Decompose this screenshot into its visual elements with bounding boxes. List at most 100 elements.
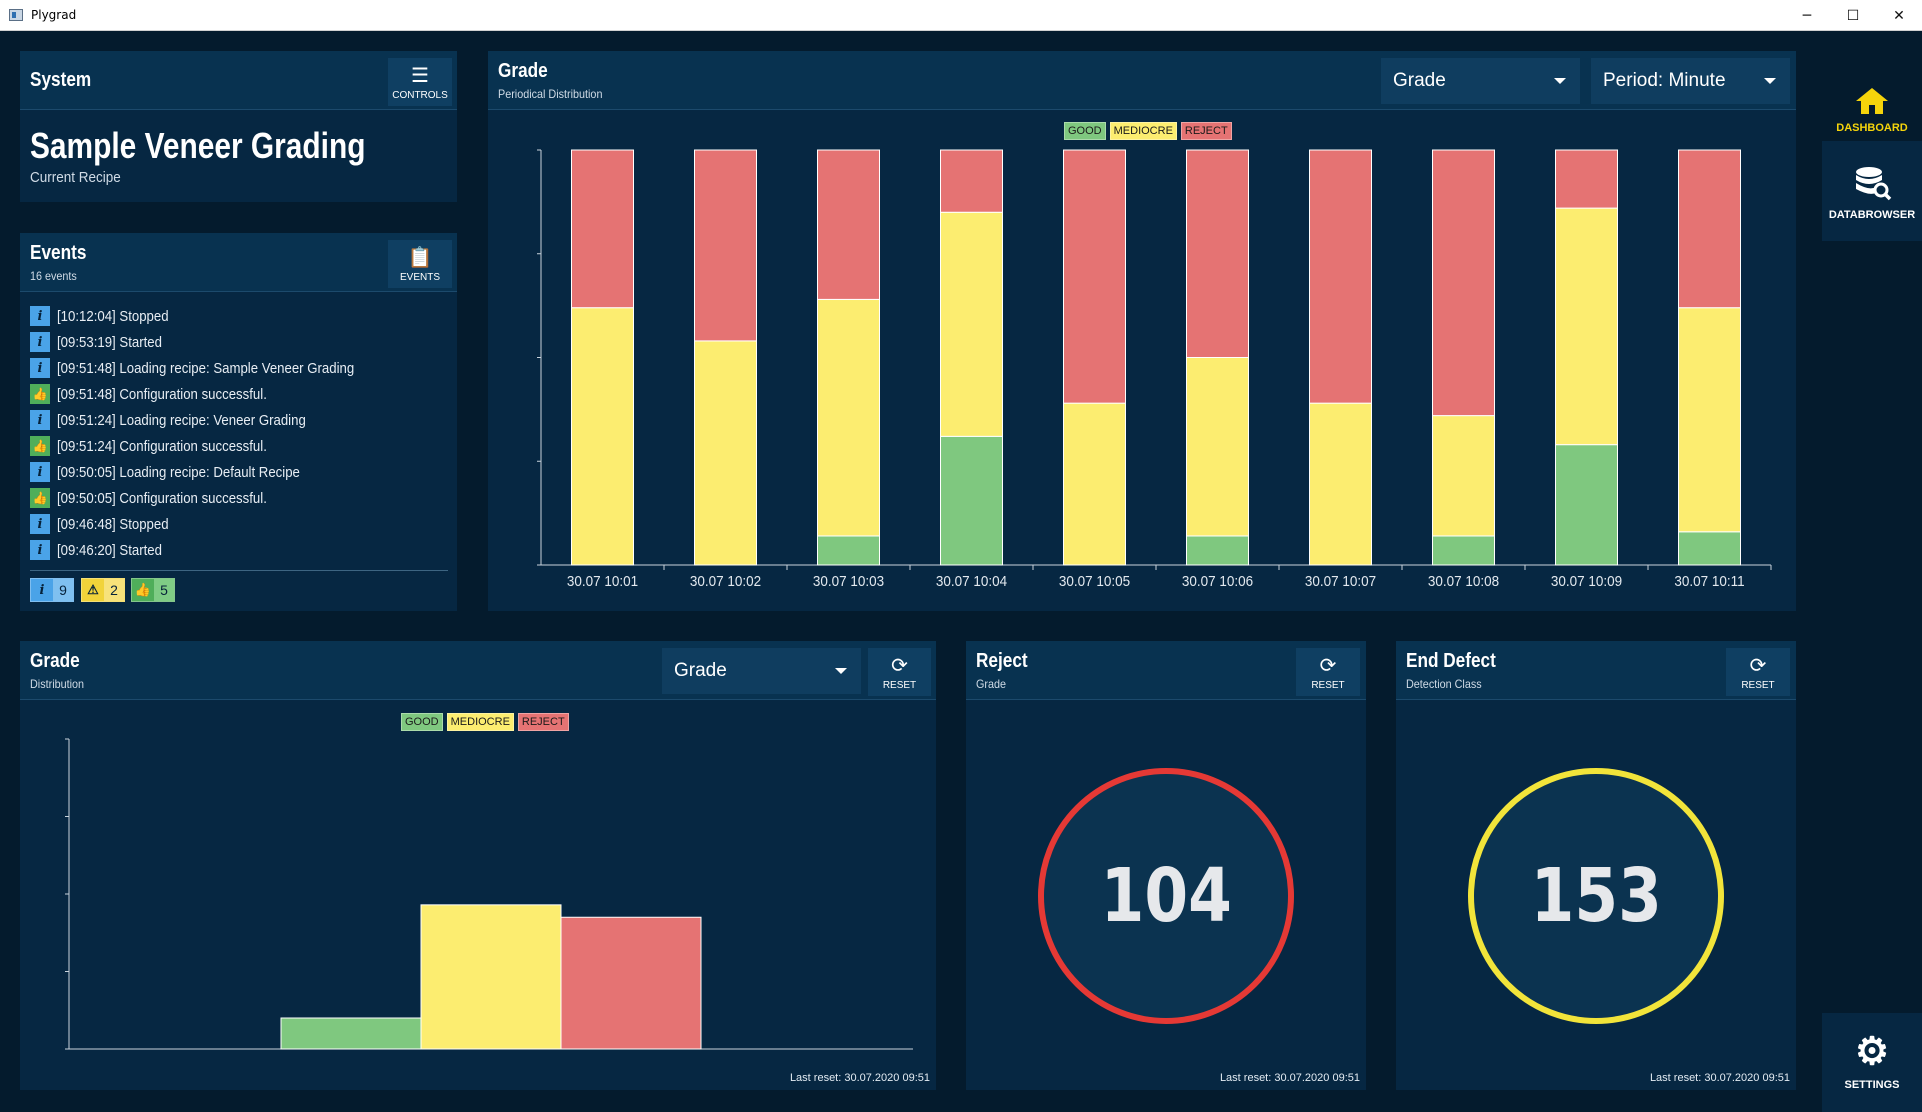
reject-gauge: 104: [1038, 768, 1294, 1024]
recipe-caption: Current Recipe: [30, 169, 121, 186]
event-row: 👍 [09:51:24] Configuration successful.: [30, 436, 295, 456]
window-titlebar: Plygrad ─ ☐ ✕: [0, 0, 1922, 31]
event-row: i [10:12:04] Stopped: [30, 306, 184, 326]
nav-databrowser[interactable]: DATABROWSER: [1822, 141, 1922, 241]
grade-period-title: Grade: [498, 60, 548, 82]
bar-reject: [940, 149, 1003, 213]
info-icon: i: [30, 306, 50, 326]
info-count: 9: [53, 579, 73, 601]
bar-mediocre: [694, 340, 757, 566]
bar-reject: [560, 916, 702, 1050]
bar-mediocre: [817, 298, 880, 537]
end-defect-reset-button[interactable]: ⟳ RESET: [1726, 648, 1790, 696]
bar-mediocre: [420, 904, 562, 1050]
reject-reset-button[interactable]: ⟳ RESET: [1296, 648, 1360, 696]
events-panel-header: Events 16 events 📋 EVENTS: [20, 233, 457, 292]
x-tick-label: 30.07 10:07: [1305, 573, 1376, 590]
minimize-button[interactable]: ─: [1802, 7, 1812, 24]
thumbs-up-icon: 👍: [30, 384, 50, 404]
refresh-icon: ⟳: [891, 655, 908, 677]
event-row: i [09:51:48] Loading recipe: Sample Venee…: [30, 358, 395, 378]
info-icon: i: [30, 358, 50, 378]
chevron-down-icon: [1554, 78, 1566, 84]
refresh-icon: ⟳: [1749, 655, 1767, 677]
reset-label: RESET: [882, 680, 917, 691]
x-tick-label: 30.07 10:04: [936, 573, 1007, 590]
grade-dist-reset-button[interactable]: ⟳ RESET: [868, 648, 931, 696]
controls-button[interactable]: ☰ CONTROLS: [388, 58, 452, 106]
event-text: [09:50:05] Loading recipe: Default Recip…: [57, 463, 300, 481]
info-counter[interactable]: i 9: [30, 578, 74, 602]
x-tick-label: 30.07 10:03: [813, 573, 884, 590]
window-title: Plygrad: [31, 8, 77, 22]
x-tick-label: 30.07 10:05: [1059, 573, 1130, 590]
warning-counter[interactable]: ⚠ 2: [81, 578, 125, 602]
dist-chart: [65, 738, 913, 1050]
grade-select[interactable]: Grade: [1381, 58, 1580, 104]
period-select-value: Period: Minute: [1603, 70, 1726, 91]
close-button[interactable]: ✕: [1893, 7, 1905, 24]
gear-icon: ⚙: [1854, 1031, 1890, 1073]
grade-dist-select[interactable]: Grade: [662, 648, 861, 694]
events-divider: [30, 570, 448, 571]
controls-label: CONTROLS: [392, 90, 448, 101]
legend-reject: REJECT: [1180, 122, 1232, 140]
events-button[interactable]: 📋 EVENTS: [388, 240, 452, 288]
info-icon: i: [30, 514, 50, 534]
event-row: i [09:50:05] Loading recipe: Default Reci…: [30, 462, 333, 482]
legend-mediocre: MEDIOCRE: [1109, 122, 1177, 140]
clipboard-icon: 📋: [407, 247, 433, 269]
bar-mediocre: [1186, 357, 1249, 537]
legend-reject: REJECT: [517, 713, 569, 731]
period-chart: 30.07 10:01 30.07 10:02 30.07 10:03 30.07 1…: [537, 149, 1772, 590]
maximize-button[interactable]: ☐: [1846, 7, 1860, 24]
recipe-name: Sample Veneer Grading: [30, 125, 366, 166]
reset-label: RESET: [1311, 680, 1345, 691]
bar-mediocre: [1063, 402, 1126, 566]
grade-dist-panel: Grade Distribution Grade ⟳ RESET Last re…: [20, 641, 936, 1090]
bar-good: [1555, 444, 1618, 566]
last-reset: Last reset: 30.07.2020 09:51: [1219, 1072, 1360, 1084]
x-tick-label: 30.07 10:08: [1428, 573, 1499, 590]
bar-good: [1678, 531, 1741, 566]
system-panel: System ☰ CONTROLS Sample Veneer Grading …: [20, 51, 457, 202]
events-panel: Events 16 events 📋 EVENTS: [20, 233, 457, 611]
bar-good: [817, 535, 880, 566]
period-select[interactable]: Period: Minute: [1591, 58, 1790, 104]
nav-dashboard[interactable]: DASHBOARD: [1822, 51, 1922, 151]
events-button-label: EVENTS: [399, 272, 440, 283]
reject-panel: Reject Grade ⟳ RESET 104 Last reset: 30.…: [966, 641, 1366, 1090]
bar-reject: [1555, 149, 1618, 209]
event-text: [09:51:48] Configuration successful.: [57, 385, 267, 403]
event-text: [09:51:24] Loading recipe: Veneer Gradin…: [57, 411, 306, 429]
bar-reject: [1678, 149, 1741, 309]
nav-settings-label: SETTINGS: [1844, 1079, 1900, 1091]
app-icon: [9, 9, 23, 21]
nav-settings[interactable]: ⚙ SETTINGS: [1822, 1013, 1922, 1112]
bar-reject: [1063, 149, 1126, 404]
bar-reject: [571, 149, 634, 309]
event-text: [09:51:48] Loading recipe: Sample Veneer…: [57, 359, 355, 377]
event-row: i [09:46:20] Started: [30, 540, 176, 560]
event-text: [09:46:48] Stopped: [57, 515, 169, 533]
event-text: [09:53:19] Started: [57, 333, 162, 351]
info-icon: i: [30, 540, 50, 560]
bar-reject: [1186, 149, 1249, 358]
event-text: [10:12:04] Stopped: [57, 307, 169, 325]
chevron-down-icon: [1764, 78, 1776, 84]
period-chart-legend: GOOD MEDIOCRE REJECT: [1064, 122, 1232, 140]
legend-mediocre: MEDIOCRE: [446, 713, 514, 731]
bar-mediocre: [1678, 307, 1741, 533]
x-tick-label: 30.07 10:02: [690, 573, 761, 590]
x-tick-label: 30.07 10:06: [1182, 573, 1253, 590]
home-icon: [1856, 88, 1888, 114]
info-icon: i: [30, 462, 50, 482]
warning-count: 2: [104, 579, 124, 601]
event-text: [09:46:20] Started: [57, 541, 162, 559]
bar-mediocre: [571, 307, 634, 566]
event-row: i [09:46:48] Stopped: [30, 514, 184, 534]
end-defect-value: 153: [1530, 853, 1662, 939]
info-icon: i: [30, 332, 50, 352]
ok-counter[interactable]: 👍 5: [131, 578, 175, 602]
reject-subtitle: Grade: [976, 677, 1007, 691]
